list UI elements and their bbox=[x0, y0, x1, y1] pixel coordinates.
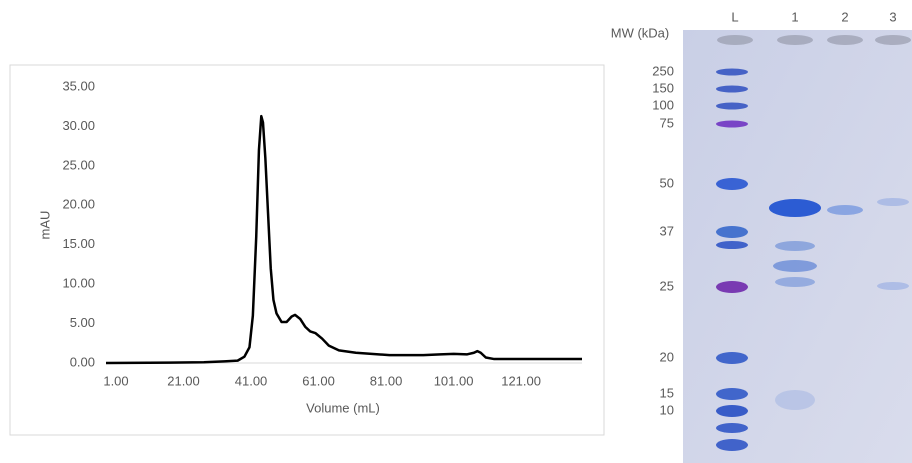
sample-band bbox=[769, 199, 821, 217]
y-tick-label: 30.00 bbox=[62, 118, 95, 133]
ladder-band bbox=[716, 121, 748, 128]
ladder-band bbox=[716, 423, 748, 433]
y-tick-label: 10.00 bbox=[62, 276, 95, 291]
marker-label: 100 bbox=[652, 97, 674, 112]
sample-band bbox=[877, 198, 909, 206]
sample-band bbox=[775, 277, 815, 287]
x-tick-label: 81.00 bbox=[370, 373, 403, 388]
y-tick-label: 0.00 bbox=[70, 354, 95, 369]
sample-band bbox=[877, 282, 909, 290]
y-tick-label: 20.00 bbox=[62, 197, 95, 212]
lane-label: 1 bbox=[791, 9, 798, 24]
x-tick-label: 1.00 bbox=[103, 373, 128, 388]
mw-label: MW (kDa) bbox=[611, 25, 670, 40]
ladder-band bbox=[716, 281, 748, 293]
well bbox=[875, 35, 911, 45]
ladder-band bbox=[716, 86, 748, 93]
ladder-band bbox=[716, 352, 748, 364]
marker-label: 25 bbox=[660, 278, 674, 293]
figure: mAU Volume (mL) MW (kDa) 0.005.0010.0015… bbox=[0, 0, 912, 463]
ladder-band bbox=[716, 241, 748, 249]
y-tick-label: 35.00 bbox=[62, 78, 95, 93]
ladder-band bbox=[716, 69, 748, 76]
page: mAU Volume (mL) MW (kDa) 0.005.0010.0015… bbox=[0, 0, 912, 463]
ladder-band bbox=[716, 439, 748, 451]
ladder-band bbox=[716, 388, 748, 400]
well bbox=[827, 35, 863, 45]
x-tick-label: 101.00 bbox=[434, 373, 474, 388]
x-tick-label: 121.00 bbox=[501, 373, 541, 388]
ladder-band bbox=[716, 103, 748, 110]
x-axis-title: Volume (mL) bbox=[306, 400, 380, 415]
lane-label: 2 bbox=[841, 9, 848, 24]
y-tick-label: 5.00 bbox=[70, 315, 95, 330]
x-tick-label: 41.00 bbox=[235, 373, 268, 388]
sample-band bbox=[827, 205, 863, 215]
marker-label: 10 bbox=[660, 402, 674, 417]
marker-label: 15 bbox=[660, 385, 674, 400]
ladder-band bbox=[716, 178, 748, 190]
lane-label: 3 bbox=[889, 9, 896, 24]
sample-band bbox=[775, 241, 815, 251]
marker-label: 150 bbox=[652, 80, 674, 95]
sample-band bbox=[775, 390, 815, 410]
ladder-band bbox=[716, 405, 748, 417]
well bbox=[717, 35, 753, 45]
sample-band bbox=[773, 260, 817, 272]
well bbox=[777, 35, 813, 45]
y-tick-label: 25.00 bbox=[62, 157, 95, 172]
x-tick-label: 21.00 bbox=[167, 373, 200, 388]
lane-label: L bbox=[731, 9, 738, 24]
marker-label: 250 bbox=[652, 63, 674, 78]
y-axis-title: mAU bbox=[37, 211, 52, 240]
marker-label: 50 bbox=[660, 175, 674, 190]
x-tick-label: 61.00 bbox=[302, 373, 335, 388]
marker-label: 75 bbox=[660, 115, 674, 130]
marker-label: 37 bbox=[660, 223, 674, 238]
ladder-band bbox=[716, 226, 748, 238]
y-tick-label: 15.00 bbox=[62, 236, 95, 251]
marker-label: 20 bbox=[660, 349, 674, 364]
